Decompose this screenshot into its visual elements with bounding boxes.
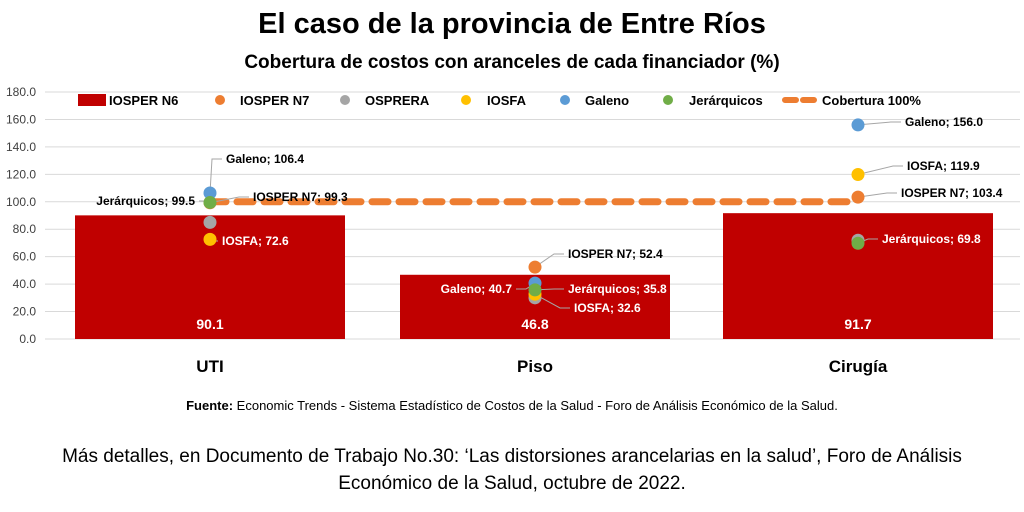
chart-title: El caso de la provincia de Entre Ríos xyxy=(258,8,766,40)
legend-marker xyxy=(461,95,471,105)
data-point-galeno xyxy=(203,186,217,200)
y-tick-label: 180.0 xyxy=(6,85,36,99)
bar-value-label: 91.7 xyxy=(844,316,871,332)
data-point-jer-rquicos xyxy=(203,195,217,209)
x-category-label: Cirugía xyxy=(829,357,888,376)
source-text: Economic Trends - Sistema Estadístico de… xyxy=(233,398,838,413)
source-note: Fuente: Economic Trends - Sistema Estadí… xyxy=(0,398,1024,413)
data-point-iosfa xyxy=(851,167,865,181)
footnote: Más detalles, en Documento de Trabajo No… xyxy=(0,443,1024,497)
legend-label: OSPRERA xyxy=(365,93,430,108)
leader-line xyxy=(209,196,249,204)
y-tick-label: 160.0 xyxy=(6,112,36,126)
y-tick-label: 60.0 xyxy=(13,250,37,264)
y-tick-label: 20.0 xyxy=(13,305,37,319)
footnote-line-2: Económico de la Salud, octubre de 2022. xyxy=(338,473,686,494)
data-label: IOSFA; 72.6 xyxy=(222,234,289,248)
data-label: Galeno; 156.0 xyxy=(905,115,983,129)
data-label: IOSFA; 32.6 xyxy=(574,301,641,315)
leader-line xyxy=(857,165,903,175)
data-point-galeno xyxy=(851,118,865,132)
source-label: Fuente: xyxy=(186,398,234,413)
data-label: IOSPER N7; 103.4 xyxy=(901,186,1003,200)
leader-line xyxy=(209,158,222,194)
legend-marker xyxy=(663,95,673,105)
chart: 0.0 20.0 40.0 60.0 80.0 100.0 120.0 140.0 160.0 1… xyxy=(6,85,1020,376)
data-point-iosper-n7 xyxy=(851,190,865,204)
legend-marker xyxy=(340,95,350,105)
legend-label: Jerárquicos xyxy=(689,93,763,108)
bar-value-label: 46.8 xyxy=(521,316,548,332)
legend-label: Cobertura 100% xyxy=(822,93,921,108)
legend-label: IOSPER N6 xyxy=(109,93,178,108)
data-point-iosfa xyxy=(203,232,217,246)
data-label: Jerárquicos; 35.8 xyxy=(568,282,667,296)
data-point-iosper-n7 xyxy=(528,260,542,274)
chart-subtitle: Cobertura de costos con aranceles de cad… xyxy=(244,52,780,73)
data-label: Jerárquicos; 69.8 xyxy=(882,232,981,246)
footnote-line-1: Más detalles, en Documento de Trabajo No… xyxy=(62,446,962,467)
x-category-label: Piso xyxy=(517,357,553,376)
data-label: Galeno; 106.4 xyxy=(226,152,304,166)
data-label: IOSPER N7; 52.4 xyxy=(568,247,663,261)
y-tick-label: 140.0 xyxy=(6,140,36,154)
leader-line xyxy=(857,192,897,198)
data-point-osprera xyxy=(203,215,217,229)
y-tick-label: 40.0 xyxy=(13,277,37,291)
legend-swatch-bar xyxy=(78,94,106,106)
data-point-jer-rquicos xyxy=(528,283,542,297)
data-label: Jerárquicos; 99.5 xyxy=(96,194,195,208)
leader-line xyxy=(534,293,570,309)
legend-label: IOSFA xyxy=(487,93,527,108)
data-label: IOSPER N7; 99.3 xyxy=(253,190,348,204)
bar-value-label: 90.1 xyxy=(196,316,223,332)
data-point-jer-rquicos xyxy=(851,236,865,250)
x-category-label: UTI xyxy=(196,357,223,376)
y-tick-label: 0.0 xyxy=(19,332,36,346)
data-label: Galeno; 40.7 xyxy=(441,282,513,296)
y-tick-label: 100.0 xyxy=(6,195,36,209)
legend-marker xyxy=(215,95,225,105)
legend-label: Galeno xyxy=(585,93,629,108)
y-tick-label: 80.0 xyxy=(13,222,37,236)
leader-line xyxy=(534,253,564,268)
leader-line xyxy=(857,121,901,126)
data-label: IOSFA; 119.9 xyxy=(907,159,980,173)
legend-label: IOSPER N7 xyxy=(240,93,309,108)
legend-marker xyxy=(560,95,570,105)
y-tick-label: 120.0 xyxy=(6,167,36,181)
